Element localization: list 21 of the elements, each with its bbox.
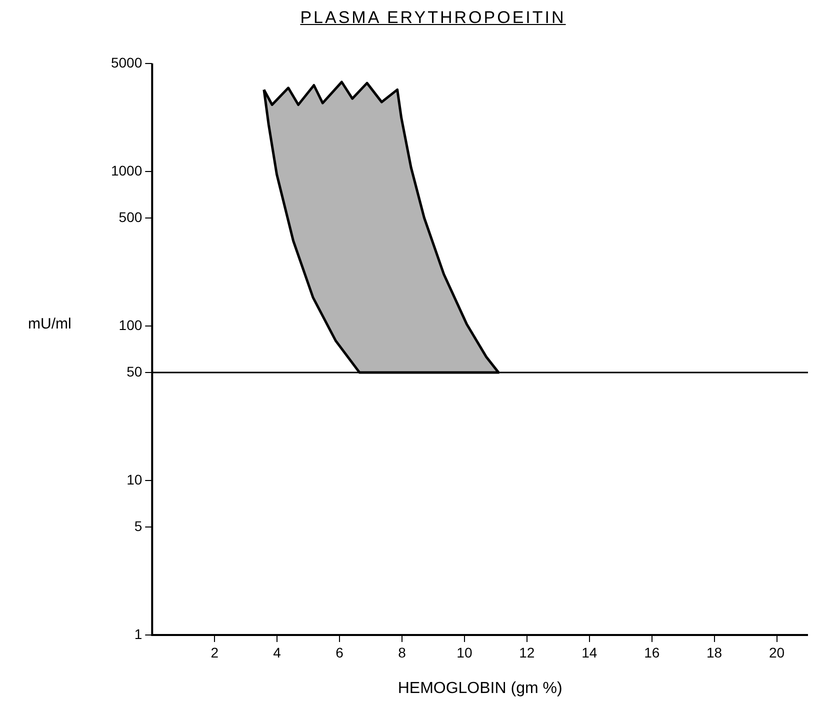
- x-tick-label: 4: [273, 644, 282, 660]
- y-tick-label: 1: [134, 626, 142, 642]
- x-tick-label: 14: [582, 644, 598, 660]
- x-tick-label: 18: [706, 644, 722, 660]
- x-tick-label: 20: [768, 644, 785, 660]
- x-tick-label: 10: [456, 644, 472, 660]
- x-tick-label: 2: [210, 644, 219, 660]
- x-tick-label: 8: [398, 644, 406, 660]
- y-tick-label: 5: [134, 518, 142, 534]
- y-tick-label: 1000: [110, 162, 142, 178]
- y-tick-label: 100: [118, 316, 142, 333]
- y-tick-label: 5000: [110, 54, 142, 70]
- y-tick-label: 500: [118, 208, 142, 225]
- x-axis-title: HEMOGLOBIN (gm %): [398, 680, 562, 697]
- y-tick-label: 10: [126, 471, 142, 488]
- y-axis-title: mU/ml: [28, 315, 72, 332]
- x-tick-label: 6: [336, 644, 344, 660]
- x-tick-label: 12: [519, 644, 535, 660]
- chart-title: PLASMA ERYTHROPOEITIN: [299, 8, 567, 28]
- x-tick-label: 16: [644, 644, 660, 660]
- y-tick-label: 50: [126, 363, 142, 380]
